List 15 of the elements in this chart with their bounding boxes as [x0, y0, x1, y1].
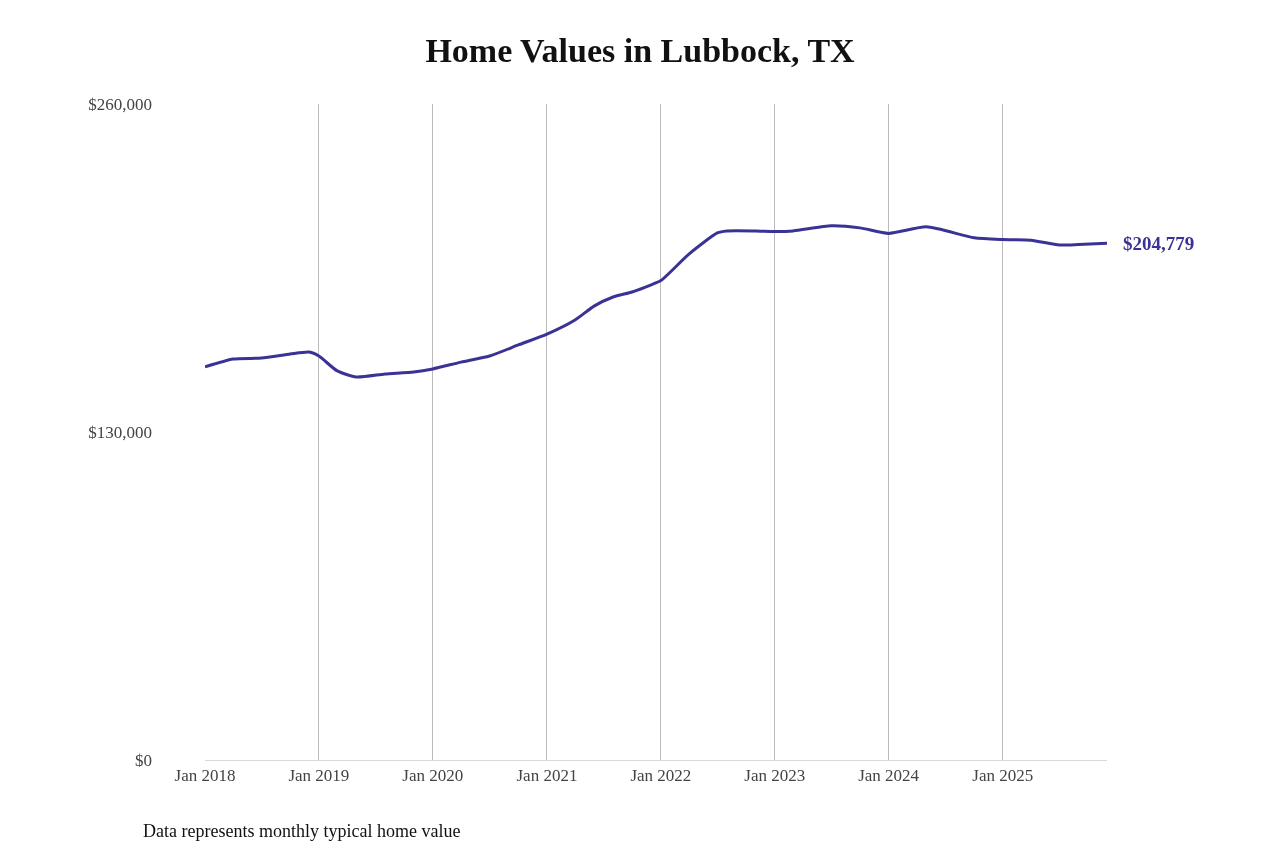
x-tick-label: Jan 2025 [972, 766, 1034, 786]
x-tick-label: Jan 2024 [858, 766, 920, 786]
y-tick-label: $0 [135, 750, 152, 770]
line-series [205, 224, 1107, 379]
x-tick-label: Jan 2021 [516, 766, 578, 786]
x-tick-label: Jan 2019 [288, 766, 350, 786]
x-tick-label: Jan 2022 [630, 766, 692, 786]
text: Data represents monthly typical home value [143, 821, 461, 841]
chart-title: Home Values in Lubbock, TX [425, 32, 856, 70]
x-tick-label: Jan 2018 [174, 766, 236, 786]
x-tick-label: Jan 2020 [402, 766, 464, 786]
x-tick-label: Jan 2023 [744, 766, 806, 786]
annotation: $204,779 [1123, 233, 1195, 254]
y-tick-label: $130,000 [88, 422, 152, 442]
y-tick-label: $260,000 [88, 94, 152, 114]
